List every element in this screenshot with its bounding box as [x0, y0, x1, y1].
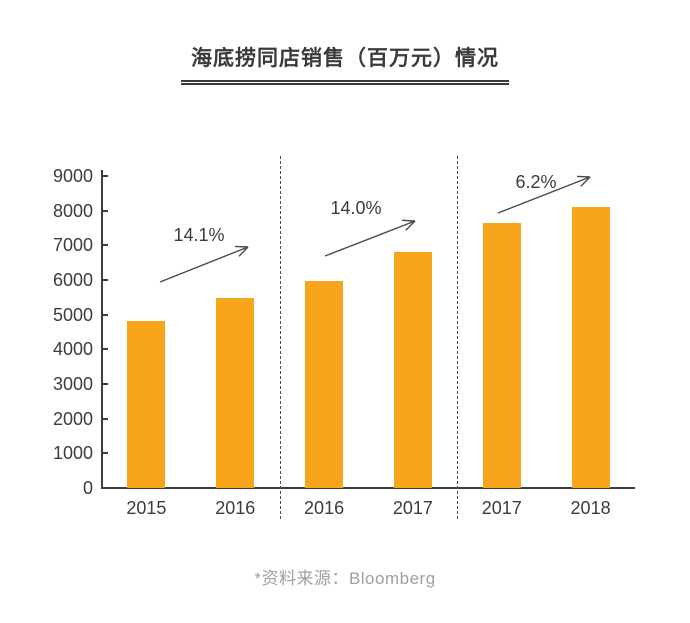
- y-tick-label: 3000: [52, 374, 93, 394]
- y-tick-mark: [103, 417, 108, 420]
- bar-2018-g3: [571, 206, 610, 488]
- y-tick-mark: [103, 383, 108, 385]
- y-axis-line: [101, 170, 103, 488]
- x-tick-label: 2018: [570, 498, 611, 518]
- y-tick-label: 6000: [52, 270, 93, 290]
- x-tick-label: 2017: [481, 498, 522, 518]
- y-tick-label: 0: [82, 478, 93, 498]
- x-tick-label: 2016: [304, 498, 345, 518]
- y-tick-label: 9000: [52, 166, 93, 186]
- title-area: 海底捞同店销售（百万元）情况: [0, 42, 690, 85]
- bar-2016-g2: [305, 280, 344, 488]
- bar-2016-g1: [216, 297, 255, 488]
- growth-arrow: [159, 245, 249, 283]
- x-tick-label: 2017: [392, 498, 433, 518]
- y-tick-mark: [103, 452, 108, 455]
- y-tick-mark: [103, 175, 108, 177]
- y-tick-mark: [103, 348, 108, 351]
- y-tick-label: 7000: [52, 235, 93, 256]
- y-tick-label: 1000: [52, 443, 93, 464]
- x-tick-label: 2015: [126, 498, 167, 518]
- bar-2015-g1: [127, 321, 166, 488]
- growth-label: 14.0%: [330, 198, 382, 218]
- y-tick-mark: [103, 279, 108, 281]
- group-divider: [279, 156, 281, 519]
- bar-2017-g3: [482, 223, 521, 488]
- y-tick-mark: [103, 209, 108, 212]
- y-tick-label: 8000: [52, 200, 93, 221]
- y-tick-label: 5000: [52, 304, 93, 325]
- bar-2017-g2: [393, 251, 432, 488]
- x-tick-label: 2016: [215, 498, 256, 518]
- y-tick-mark: [103, 487, 108, 489]
- source-note: *资料来源：Bloomberg: [254, 569, 436, 588]
- chart-title: 海底捞同店销售（百万元）情况: [181, 42, 509, 85]
- y-tick-mark: [103, 313, 108, 316]
- group-divider: [457, 156, 459, 519]
- y-tick-label: 2000: [52, 408, 93, 429]
- y-tick-label: 4000: [52, 339, 93, 360]
- growth-label: 6.2%: [515, 172, 557, 192]
- x-axis-line: [101, 487, 635, 489]
- growth-label: 14.1%: [173, 225, 225, 245]
- y-tick-mark: [103, 244, 108, 247]
